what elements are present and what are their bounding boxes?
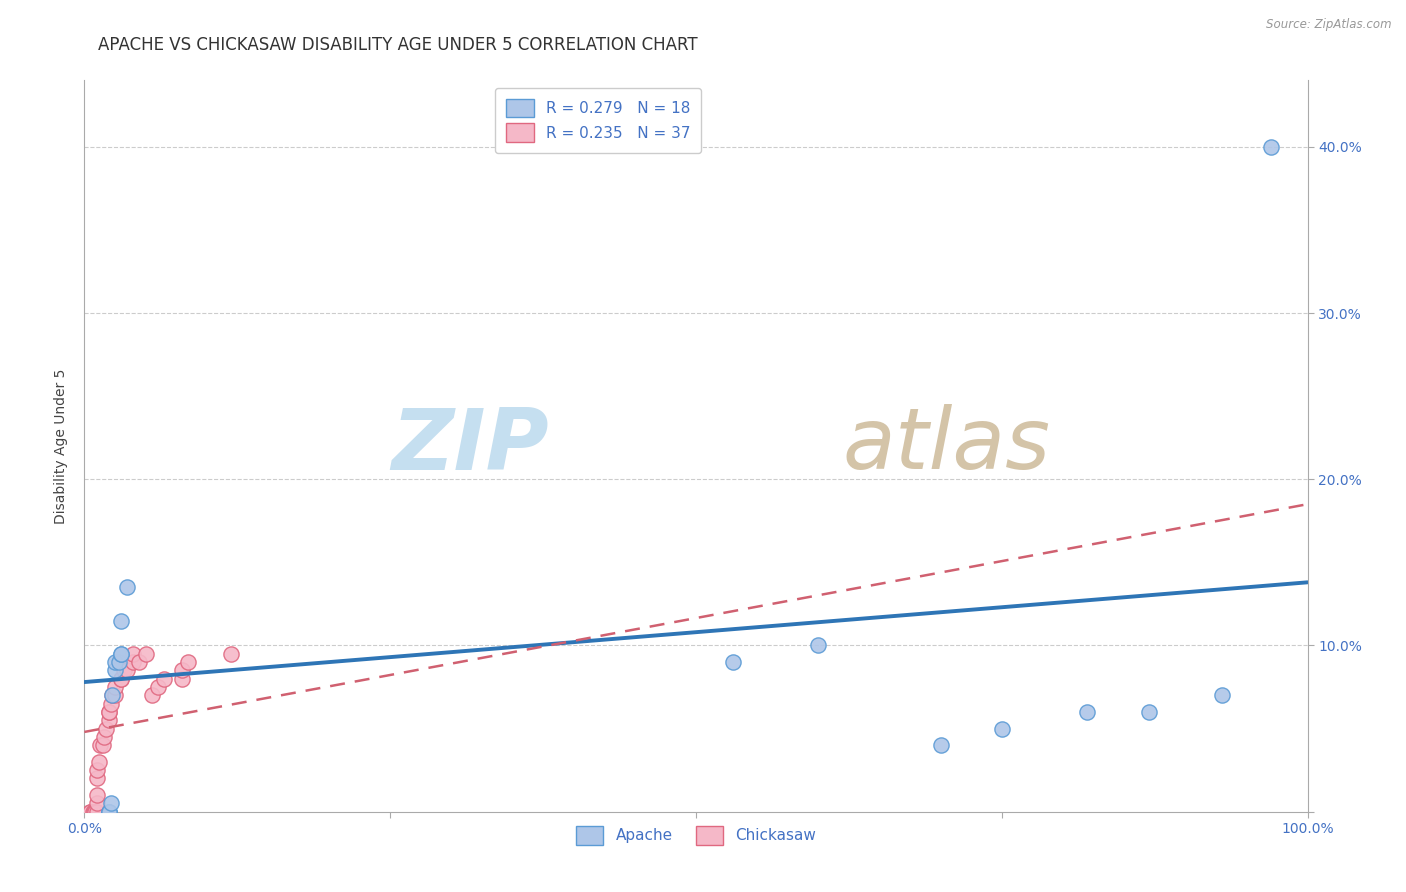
Point <box>104 689 127 703</box>
Text: APACHE VS CHICKASAW DISABILITY AGE UNDER 5 CORRELATION CHART: APACHE VS CHICKASAW DISABILITY AGE UNDER… <box>98 36 697 54</box>
Point <box>87 755 110 769</box>
Point <box>135 647 157 661</box>
Point <box>107 655 129 669</box>
Point <box>929 738 952 752</box>
Point <box>93 730 115 744</box>
Point <box>1211 689 1233 703</box>
Point <box>96 722 118 736</box>
Point <box>807 639 830 653</box>
Point <box>110 672 132 686</box>
Legend: Apache, Chickasaw: Apache, Chickasaw <box>565 815 827 855</box>
Point <box>146 680 169 694</box>
Point <box>86 797 108 811</box>
Point <box>110 647 132 661</box>
Text: ZIP: ZIP <box>391 404 550 488</box>
Point <box>110 614 132 628</box>
Point <box>110 672 132 686</box>
Point <box>115 664 138 678</box>
Point <box>79 805 101 819</box>
Point <box>112 664 135 678</box>
Point <box>721 655 744 669</box>
Point <box>1076 705 1098 719</box>
Point <box>97 705 120 719</box>
Point <box>97 714 120 728</box>
Point <box>172 664 194 678</box>
Point <box>1137 705 1160 719</box>
Point <box>128 655 150 669</box>
Point <box>219 647 242 661</box>
Point <box>104 680 127 694</box>
Point <box>97 805 120 819</box>
Point <box>110 647 132 661</box>
Point <box>83 805 105 819</box>
Point <box>153 672 176 686</box>
Point <box>104 664 127 678</box>
Point <box>101 689 124 703</box>
Text: Source: ZipAtlas.com: Source: ZipAtlas.com <box>1267 18 1392 31</box>
Point <box>122 647 145 661</box>
Point <box>89 738 111 752</box>
Point <box>115 580 138 594</box>
Point <box>104 655 127 669</box>
Point <box>97 805 120 819</box>
Point <box>84 805 107 819</box>
Point <box>177 655 200 669</box>
Point <box>101 689 124 703</box>
Y-axis label: Disability Age Under 5: Disability Age Under 5 <box>55 368 69 524</box>
Point <box>91 738 114 752</box>
Point <box>86 772 108 786</box>
Point <box>1260 140 1282 154</box>
Point <box>79 805 101 819</box>
Point <box>97 805 120 819</box>
Text: atlas: atlas <box>842 404 1050 488</box>
Point <box>82 805 104 819</box>
Point <box>100 697 122 711</box>
Point <box>991 722 1014 736</box>
Point <box>86 763 108 777</box>
Point <box>141 689 163 703</box>
Point <box>86 788 108 802</box>
Point <box>172 672 194 686</box>
Point <box>122 655 145 669</box>
Point <box>100 797 122 811</box>
Point <box>97 705 120 719</box>
Point <box>86 805 108 819</box>
